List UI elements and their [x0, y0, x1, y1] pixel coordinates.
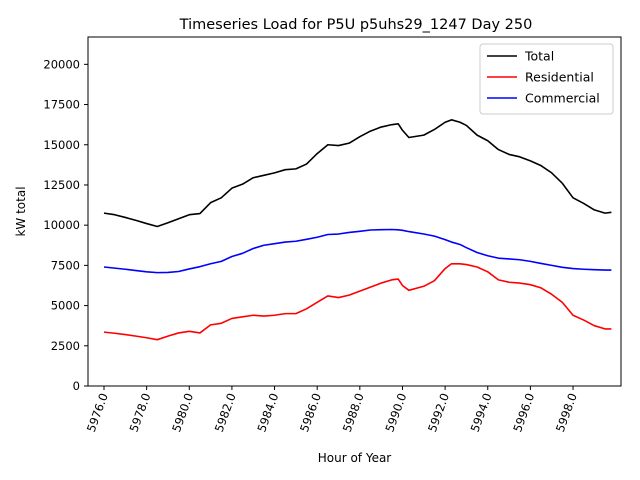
y-tick-label: 5000: [51, 299, 80, 313]
x-tick-label: 5976.0: [84, 391, 111, 434]
x-tick-label: 5978.0: [127, 391, 154, 434]
y-tick-label: 12500: [43, 178, 80, 192]
legend-label-commercial: Commercial: [525, 91, 600, 106]
y-tick-label: 20000: [43, 57, 80, 71]
series-line-commercial: [103, 228, 612, 274]
y-tick-label: 0: [73, 379, 80, 393]
y-tick-label: 17500: [43, 98, 80, 112]
y-axis-label: kW total: [14, 186, 28, 236]
series-line-total: [103, 119, 612, 228]
y-tick-label: 7500: [51, 258, 80, 272]
x-tick-label: 5992.0: [425, 391, 452, 434]
x-tick-label: 5986.0: [297, 391, 324, 434]
x-tick-label: 5998.0: [553, 391, 580, 434]
legend: Total Residential Commercial: [479, 43, 614, 115]
x-axis-label: Hour of Year: [318, 451, 392, 465]
y-tick-label: 2500: [51, 339, 80, 353]
series-line-residential: [103, 262, 612, 341]
x-tick-label: 5994.0: [468, 391, 495, 434]
x-tick-label: 5996.0: [510, 391, 537, 434]
series-layer: [103, 119, 612, 341]
y-tick-label: 15000: [43, 138, 80, 152]
x-tick-label: 5980.0: [169, 391, 196, 434]
legend-label-residential: Residential: [525, 70, 594, 85]
x-tick-label: 5988.0: [340, 391, 367, 434]
chart-title: Timeseries Load for P5U p5uhs29_1247 Day…: [179, 17, 533, 33]
x-tick-label: 5982.0: [212, 391, 239, 434]
y-axis: 0 2500 5000 7500 10000 12500 15000 17500 20000: [43, 57, 88, 393]
legend-frame: [479, 43, 614, 115]
x-tick-label: 5984.0: [254, 391, 281, 434]
legend-label-total: Total: [524, 49, 554, 64]
x-axis: 5976.0 5978.0 5980.0 5982.0 5984.0 5986.0 5988…: [84, 386, 580, 434]
y-tick-label: 10000: [43, 218, 80, 232]
x-tick-label: 5990.0: [382, 391, 409, 434]
legend-entries: Total Residential Commercial: [487, 49, 600, 106]
